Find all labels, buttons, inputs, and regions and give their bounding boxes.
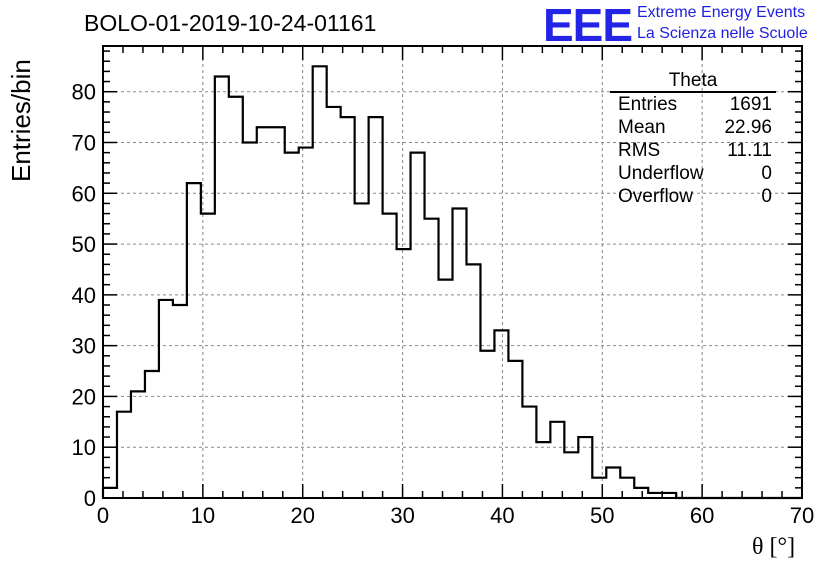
x-tick-label: 30 <box>390 503 414 528</box>
stats-value: 22.96 <box>724 117 772 138</box>
stats-row: Overflow 0 <box>610 185 776 208</box>
stats-row: Entries 1691 <box>610 93 776 116</box>
stats-row: Mean 22.96 <box>610 116 776 139</box>
histogram-step-line <box>101 65 802 500</box>
stats-label: Overflow <box>618 186 693 207</box>
axis-ticks <box>102 46 803 499</box>
x-tick-label: 40 <box>490 503 514 528</box>
y-tick-label: 20 <box>72 384 96 409</box>
stats-box: Theta Entries 1691 Mean 22.96 RMS 11.11 … <box>610 70 776 208</box>
stats-value: 1691 <box>729 94 772 115</box>
x-axis-label: θ [°] <box>752 534 796 560</box>
stats-label: Underflow <box>618 163 704 184</box>
stats-label: Mean <box>618 117 666 138</box>
y-tick-label: 60 <box>72 181 96 206</box>
x-tick-label: 20 <box>290 503 314 528</box>
y-tick-label: 40 <box>72 283 96 308</box>
x-tick-label: 10 <box>191 503 215 528</box>
stats-label: Entries <box>618 94 678 115</box>
chart-title: BOLO-01-2019-10-24-01161 <box>84 10 377 36</box>
y-axis-label: Entries/bin <box>6 59 36 182</box>
y-tick-label: 80 <box>72 80 96 105</box>
stats-value: 0 <box>761 163 772 184</box>
x-tick-label: 60 <box>690 503 714 528</box>
stats-row: RMS 11.11 <box>610 139 776 162</box>
stats-row: Underflow 0 <box>610 162 776 185</box>
logo-line-1: Extreme Energy Events <box>637 4 806 21</box>
x-tick-label: 0 <box>97 503 109 528</box>
y-tick-label: 70 <box>72 130 96 155</box>
x-tick-label: 50 <box>590 503 614 528</box>
stats-value: 11.11 <box>727 140 772 161</box>
y-tick-label: 30 <box>72 334 96 359</box>
stats-label: RMS <box>618 140 661 161</box>
stats-title: Theta <box>610 70 776 93</box>
tick-labels: 0 10 20 30 40 50 60 70 0 10 20 30 40 50 60 70 80 <box>72 80 815 528</box>
y-tick-label: 10 <box>72 435 96 460</box>
eee-logo: EEE <box>543 0 633 51</box>
x-tick-label: 70 <box>790 503 814 528</box>
y-tick-label: 0 <box>84 486 96 511</box>
logo-line-2: La Scienza nelle Scuole <box>637 25 808 42</box>
y-tick-label: 50 <box>72 232 96 257</box>
plot-frame <box>102 45 803 499</box>
stats-value: 0 <box>761 186 772 207</box>
